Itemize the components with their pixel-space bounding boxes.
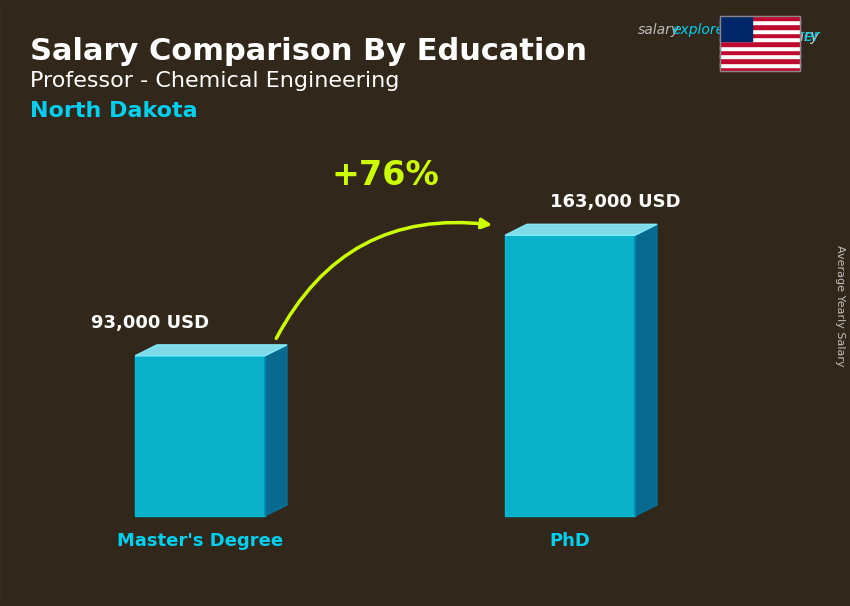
Text: Average Yearly Salary: Average Yearly Salary bbox=[835, 245, 845, 367]
Polygon shape bbox=[635, 224, 657, 516]
Polygon shape bbox=[135, 345, 287, 356]
Bar bbox=[720, 16, 800, 20]
Text: explorer: explorer bbox=[672, 23, 730, 37]
Text: Salary Comparison By Education: Salary Comparison By Education bbox=[30, 36, 587, 65]
Bar bbox=[720, 28, 800, 33]
Bar bbox=[720, 16, 800, 71]
Bar bbox=[505, 235, 635, 516]
Text: 163,000 USD: 163,000 USD bbox=[550, 193, 680, 211]
Bar bbox=[720, 24, 800, 28]
Text: salary: salary bbox=[638, 23, 680, 37]
Text: PhD: PhD bbox=[550, 532, 591, 550]
Bar bbox=[720, 33, 800, 37]
Text: explorer: explorer bbox=[756, 28, 820, 44]
Text: salary: salary bbox=[774, 28, 820, 44]
Bar bbox=[720, 67, 800, 71]
Bar bbox=[720, 54, 800, 58]
Text: .com: .com bbox=[725, 23, 759, 37]
Bar bbox=[720, 41, 800, 45]
FancyArrowPatch shape bbox=[276, 219, 489, 338]
Text: North Dakota: North Dakota bbox=[30, 101, 197, 121]
Bar bbox=[720, 50, 800, 54]
Bar bbox=[720, 62, 800, 67]
Bar bbox=[135, 356, 265, 516]
Polygon shape bbox=[265, 345, 287, 516]
Text: +76%: +76% bbox=[332, 159, 439, 191]
Polygon shape bbox=[505, 224, 657, 235]
Bar bbox=[720, 20, 800, 24]
Bar bbox=[720, 45, 800, 50]
Bar bbox=[720, 58, 800, 62]
Bar bbox=[720, 37, 800, 41]
Bar bbox=[720, 16, 752, 41]
Text: Professor - Chemical Engineering: Professor - Chemical Engineering bbox=[30, 71, 399, 91]
Text: Master's Degree: Master's Degree bbox=[117, 532, 283, 550]
Text: 93,000 USD: 93,000 USD bbox=[91, 314, 209, 332]
